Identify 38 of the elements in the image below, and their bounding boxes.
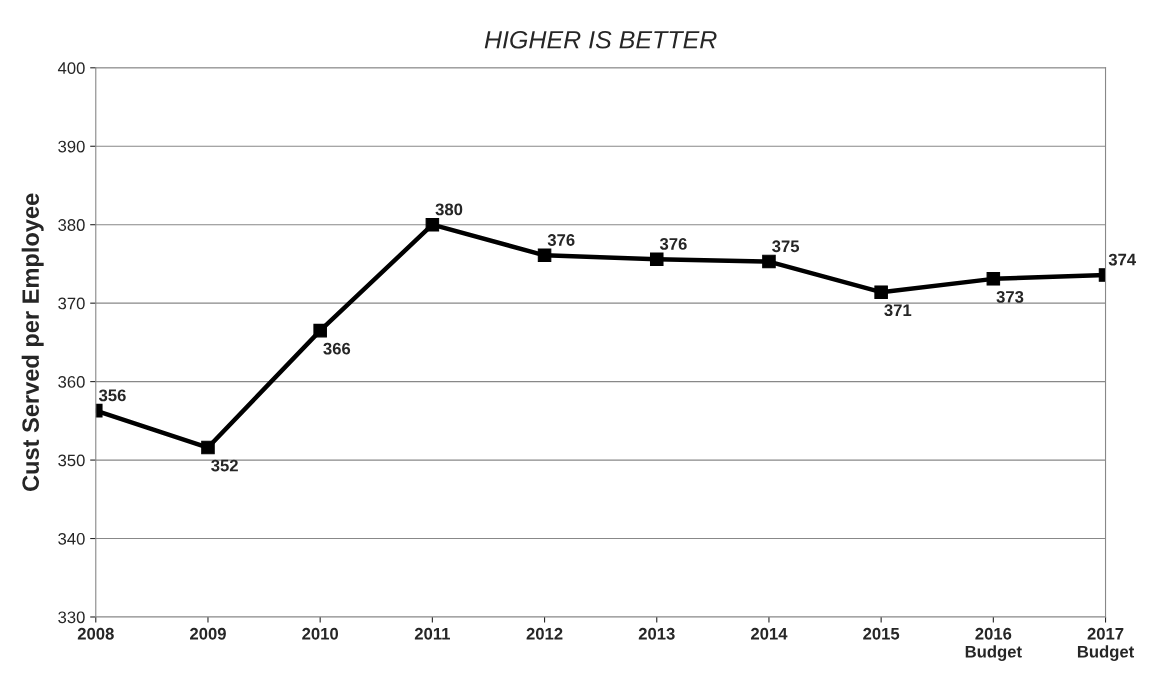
chart-title: HIGHER IS BETTER bbox=[484, 30, 717, 49]
y-tick-label: 400 bbox=[57, 62, 85, 74]
data-label: 371 bbox=[884, 304, 912, 317]
x-tick-label: 2012 bbox=[526, 627, 563, 640]
x-tick-label: 2016 Budget bbox=[965, 627, 1022, 661]
x-tick-label: 2017 Budget bbox=[1077, 627, 1135, 661]
point bbox=[986, 272, 1001, 286]
y-tick-label: 350 bbox=[58, 454, 85, 467]
y-tick-label: 370 bbox=[58, 297, 85, 310]
point bbox=[201, 440, 215, 455]
x-tick-label: 2008 bbox=[77, 627, 114, 640]
point bbox=[537, 248, 552, 263]
data-label: 373 bbox=[996, 290, 1024, 303]
data-label: 374 bbox=[1108, 253, 1137, 266]
data-label: 380 bbox=[435, 203, 463, 216]
x-tick-label: 2010 bbox=[302, 627, 339, 640]
y-tick-label: 380 bbox=[58, 219, 85, 231]
point bbox=[649, 252, 664, 266]
data-label: 356 bbox=[98, 389, 126, 402]
point bbox=[762, 254, 776, 269]
data-label: 376 bbox=[659, 238, 687, 250]
point bbox=[425, 217, 440, 232]
data-label: 375 bbox=[772, 240, 800, 253]
y-axis-title: Cust Served per Employee bbox=[21, 193, 44, 492]
y-tick-label: 360 bbox=[58, 376, 85, 388]
point bbox=[874, 285, 888, 299]
x-tick-label: 2011 bbox=[414, 627, 450, 640]
data-label: 352 bbox=[211, 459, 238, 472]
data-label: 376 bbox=[547, 234, 575, 246]
y-tick-label: 340 bbox=[58, 532, 85, 545]
point bbox=[313, 323, 327, 338]
y-tick-label: 390 bbox=[58, 140, 85, 153]
x-tick-label: 2015 bbox=[863, 627, 900, 640]
x-tick-label: 2014 bbox=[750, 627, 788, 640]
x-tick-label: 2013 bbox=[638, 627, 675, 640]
data-label: 366 bbox=[323, 342, 351, 355]
x-tick-label: 2009 bbox=[190, 627, 226, 640]
y-tick-label: 330 bbox=[58, 611, 85, 624]
